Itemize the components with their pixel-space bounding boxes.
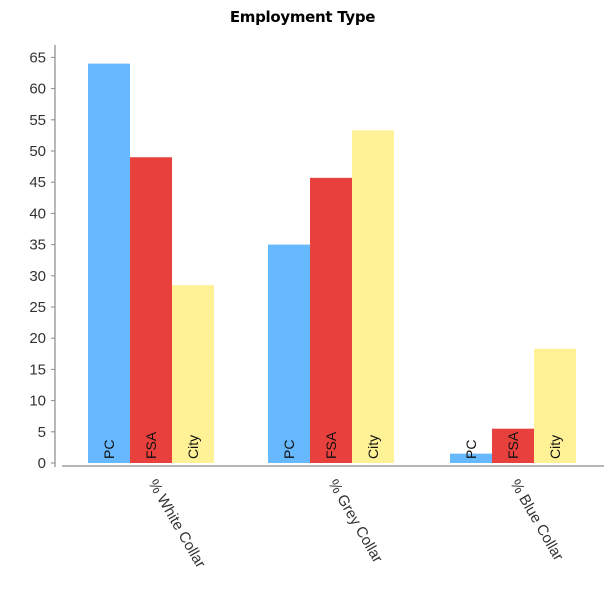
y-tick-label: 30	[29, 268, 46, 285]
bar-series-label: FSA	[505, 431, 521, 459]
x-category-label: % Grey Collar	[325, 477, 386, 566]
bar-pc-1	[88, 63, 130, 463]
y-tick-label: 45	[29, 174, 46, 191]
bar-fsa-1	[130, 157, 172, 464]
y-tick-label: 10	[29, 393, 46, 410]
y-tick-label: 0	[38, 455, 46, 472]
y-tick-label: 40	[29, 205, 46, 222]
x-category-label: % Blue Collar	[507, 477, 567, 564]
bar-city-2	[352, 130, 394, 463]
bar-city-1	[172, 285, 214, 463]
bar-pc-3	[450, 453, 492, 463]
y-tick-label: 55	[29, 112, 46, 129]
y-axis: 0 5 10 15 20 25 30 35 40 45 50 55 60 65	[29, 44, 56, 472]
y-tick-label: 20	[29, 330, 46, 347]
y-tick-label: 65	[29, 49, 46, 66]
bar-series-label: City	[185, 435, 201, 459]
y-tick-label: 35	[29, 237, 46, 254]
bar-fsa-3	[492, 428, 534, 463]
bar-series-label: FSA	[143, 431, 159, 459]
y-tick-label: 5	[38, 424, 46, 441]
y-tick-label: 15	[29, 361, 46, 378]
bar-series-label: PC	[281, 440, 297, 459]
bar-pc-2	[268, 244, 310, 463]
bars	[88, 63, 576, 464]
bar-labels: PC FSA City PC FSA City PC FSA City	[101, 431, 563, 459]
x-axis: % White Collar % Grey Collar % Blue Collar	[62, 465, 604, 571]
chart-title: Employment Type	[229, 8, 376, 26]
bar-series-label: City	[547, 435, 563, 459]
bar-fsa-2	[310, 177, 352, 463]
x-category-label: % White Collar	[145, 477, 209, 571]
y-tick-label: 60	[29, 81, 46, 98]
bar-series-label: FSA	[323, 431, 339, 459]
y-tick-label: 25	[29, 299, 46, 316]
bar-series-label: PC	[463, 440, 479, 459]
bar-series-label: City	[365, 435, 381, 459]
bar-series-label: PC	[101, 440, 117, 459]
bar-city-3	[534, 348, 576, 463]
y-tick-label: 50	[29, 143, 46, 160]
